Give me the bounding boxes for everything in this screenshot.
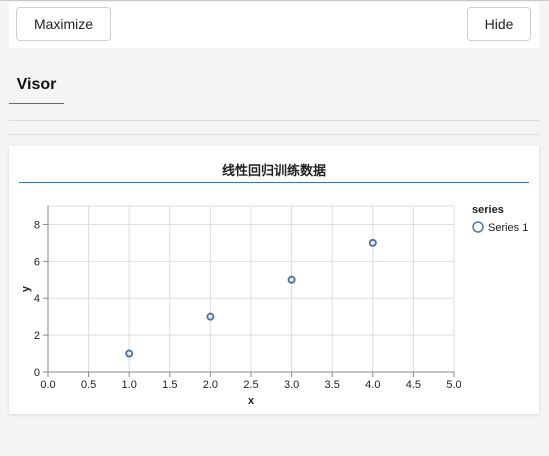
x-tick-label: 1.5 — [162, 379, 177, 391]
x-tick-label: 0.0 — [40, 379, 55, 391]
y-axis-title: y — [20, 285, 32, 292]
chart-title-underline — [19, 182, 529, 183]
scatter-point — [368, 238, 377, 247]
window-top-border — [0, 0, 549, 1]
toolbar: Maximize Hide — [9, 2, 539, 48]
legend-symbol — [472, 221, 484, 233]
tab-bar: Visor — [9, 66, 539, 106]
divider — [9, 120, 539, 121]
x-tick-label: 3.5 — [325, 379, 340, 391]
x-tick-label: 4.0 — [365, 379, 380, 391]
x-axis-title: x — [248, 395, 255, 407]
legend-label: Series 1 — [488, 222, 528, 234]
y-tick-label: 6 — [34, 256, 40, 268]
x-tick-label: 4.5 — [406, 379, 421, 391]
x-tick-label: 0.5 — [81, 379, 96, 391]
hide-button[interactable]: Hide — [467, 7, 531, 41]
divider — [9, 134, 539, 135]
chart-card: 线性回归训练数据 0.0 0.5 1.0 1.5 2.0 2.5 3.0 3.5 4.0 4.5 5… — [9, 146, 539, 414]
scatter-point — [206, 312, 215, 321]
y-tick-label: 0 — [34, 367, 40, 379]
x-tick-label: 3.0 — [284, 379, 299, 391]
tab-visor[interactable]: Visor — [9, 66, 64, 104]
scatter-chart: 0.0 0.5 1.0 1.5 2.0 2.5 3.0 3.5 4.0 4.5 5.0 0 2 4 6 8 x y… — [20, 204, 528, 407]
x-tick-label: 5.0 — [446, 379, 461, 391]
chart-title: 线性回归训练数据 — [221, 164, 326, 179]
maximize-button[interactable]: Maximize — [16, 7, 111, 41]
scatter-point — [125, 349, 134, 358]
x-tick-label: 2.5 — [243, 379, 258, 391]
x-tick-label: 1.0 — [122, 379, 137, 391]
x-tick-label: 2.0 — [203, 379, 218, 391]
scatter-point — [287, 275, 296, 284]
y-tick-label: 4 — [34, 293, 40, 305]
y-tick-label: 8 — [34, 219, 40, 231]
legend-title: series — [472, 204, 504, 216]
y-tick-label: 2 — [34, 330, 40, 342]
